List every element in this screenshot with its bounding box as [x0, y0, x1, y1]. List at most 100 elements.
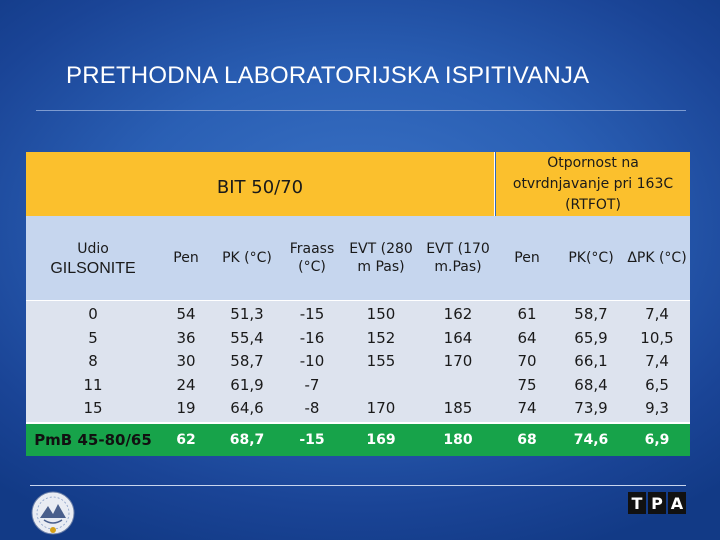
data-column-pk-rtfot: 58,7 65,9 66,1 68,4 73,9: [558, 300, 624, 422]
table-cell: 6,5: [645, 375, 669, 394]
row-divider: [26, 300, 690, 301]
group-header-rtfot-label: Otpornost na otvrdnjavanje pri 163C (RTF…: [512, 154, 674, 213]
column-header-pk-rtfot: PK(°C): [558, 216, 624, 300]
data-column-pk: 51,3 55,4 58,7 61,9 64,6: [212, 300, 282, 422]
table-cell: 19: [176, 399, 196, 417]
table-cell: 58,7: [574, 305, 608, 323]
pk-values: 51,3 55,4 58,7 61,9 64,6: [230, 300, 263, 422]
evt170-values: 162 164 170 185: [444, 300, 473, 422]
table-cell: 162: [443, 305, 473, 323]
table-cell: 55,4: [230, 328, 264, 347]
table-cell: 170: [443, 352, 473, 370]
column-header-udio: Udio GILSONITE: [26, 216, 160, 300]
pmb-pk-rtfot: 74,6: [558, 424, 624, 456]
group-header-rtfot: Otpornost na otvrdnjavanje pri 163C (RTF…: [496, 152, 690, 216]
pmb-delta-pk: 6,9: [624, 424, 690, 456]
pmb-evt280: 169: [342, 424, 420, 456]
group-header-bit: BIT 50/70: [26, 152, 494, 216]
table-cell: 7,4: [645, 305, 669, 323]
table-cell: -10: [299, 352, 325, 370]
pen-values: 54 36 30 24 19: [176, 300, 195, 422]
pmb-label: PmB 45-80/65: [34, 431, 152, 449]
tpa-logo-letter: A: [668, 492, 686, 514]
pk-rtfot-values: 58,7 65,9 66,1 68,4 73,9: [574, 300, 607, 422]
table-cell: 36: [176, 328, 196, 347]
table-cell: -7: [304, 375, 320, 394]
table-cell: 64,6: [230, 399, 264, 417]
table-cell: 5: [88, 328, 98, 347]
pen-rtfot-values: 61 64 70 75 74: [517, 300, 536, 422]
column-header-pen: Pen: [160, 216, 212, 300]
column-header-fraass: Fraass (°C): [282, 216, 342, 300]
table-cell: 73,9: [574, 399, 608, 417]
table-cell: 66,1: [574, 352, 608, 370]
group-header-bit-label: BIT 50/70: [216, 176, 304, 198]
pmb-row-label: PmB 45-80/65: [26, 424, 160, 456]
table-cell: 64: [517, 328, 537, 347]
pmb-pk: 68,7: [212, 424, 282, 456]
table-cell: -16: [299, 328, 325, 347]
column-header-pk: PK (°C): [212, 216, 282, 300]
table-cell: 65,9: [574, 328, 608, 347]
table-cell: 164: [443, 328, 473, 347]
column-header-udio-line1: Udio: [77, 241, 109, 257]
table-cell: 61: [517, 305, 537, 323]
table-cell: 74: [517, 399, 537, 417]
data-column-pen: 54 36 30 24 19: [160, 300, 212, 422]
table-cell: 54: [176, 305, 196, 323]
pmb-pen: 62: [160, 424, 212, 456]
data-column-evt170: 162 164 170 185: [420, 300, 496, 422]
table-cell: 9,3: [645, 399, 669, 417]
table-cell: 58,7: [230, 352, 264, 370]
tpa-logo-letter: T: [628, 492, 646, 514]
tpa-logo: T P A: [628, 492, 686, 514]
delta-pk-values: 7,4 10,5 7,4 6,5 9,3: [640, 300, 673, 422]
table-cell: 185: [443, 399, 473, 417]
table-cell: 68,4: [574, 375, 608, 394]
table-cell: 152: [366, 328, 396, 347]
tpa-logo-letter: P: [648, 492, 666, 514]
table-cell: 0: [88, 305, 98, 323]
table-cell: 10,5: [640, 328, 674, 347]
table-cell: 75: [517, 375, 537, 394]
table-cell: [367, 375, 396, 395]
data-column-evt280: 150 152 155 170: [342, 300, 420, 422]
pmb-pen-rtfot: 68: [496, 424, 558, 456]
table-cell: -15: [299, 305, 325, 323]
column-divider: [494, 152, 495, 216]
table-cell: 8: [88, 352, 98, 370]
title-divider: [36, 110, 686, 111]
slide-title: PRETHODNA LABORATORIJSKA ISPITIVANJA: [66, 62, 590, 89]
fraass-values: -15 -16 -10 -7 -8: [300, 300, 325, 422]
data-column-udio: 0 5 8 11 15: [26, 300, 160, 422]
table-cell: 150: [366, 305, 396, 323]
table-cell: 24: [176, 375, 196, 394]
pmb-evt170: 180: [420, 424, 496, 456]
table-cell: 30: [176, 352, 196, 370]
table-cell: 170: [366, 399, 396, 417]
table-cell: 15: [83, 399, 103, 417]
results-table: BIT 50/70 Otpornost na otvrdnjavanje pri…: [26, 152, 690, 456]
data-column-pen-rtfot: 61 64 70 75 74: [496, 300, 558, 422]
table-cell: [444, 375, 473, 395]
table-cell: 51,3: [230, 305, 264, 323]
footer-divider: [30, 485, 686, 486]
evt280-values: 150 152 155 170: [367, 300, 396, 422]
data-column-delta-pk: 7,4 10,5 7,4 6,5 9,3: [624, 300, 690, 422]
column-header-evt170: EVT (170 m.Pas): [420, 216, 496, 300]
column-header-delta-pk: ΔPK (°C): [624, 216, 690, 300]
table-cell: -8: [304, 399, 320, 417]
row-divider: [26, 422, 690, 424]
pmb-fraass: -15: [282, 424, 342, 456]
table-cell: 155: [366, 352, 396, 370]
table-cell: 11: [83, 375, 103, 394]
column-header-udio-line2: GILSONITE: [50, 260, 136, 277]
table-cell: 61,9: [230, 375, 264, 394]
table-cell: 70: [517, 352, 537, 370]
column-header-evt280: EVT (280 m Pas): [342, 216, 420, 300]
column-header-pen-rtfot: Pen: [496, 216, 558, 300]
table-cell: 7,4: [645, 352, 669, 370]
udio-values: 0 5 8 11 15: [83, 300, 102, 422]
data-column-fraass: -15 -16 -10 -7 -8: [282, 300, 342, 422]
institute-logo-icon: [31, 491, 75, 535]
